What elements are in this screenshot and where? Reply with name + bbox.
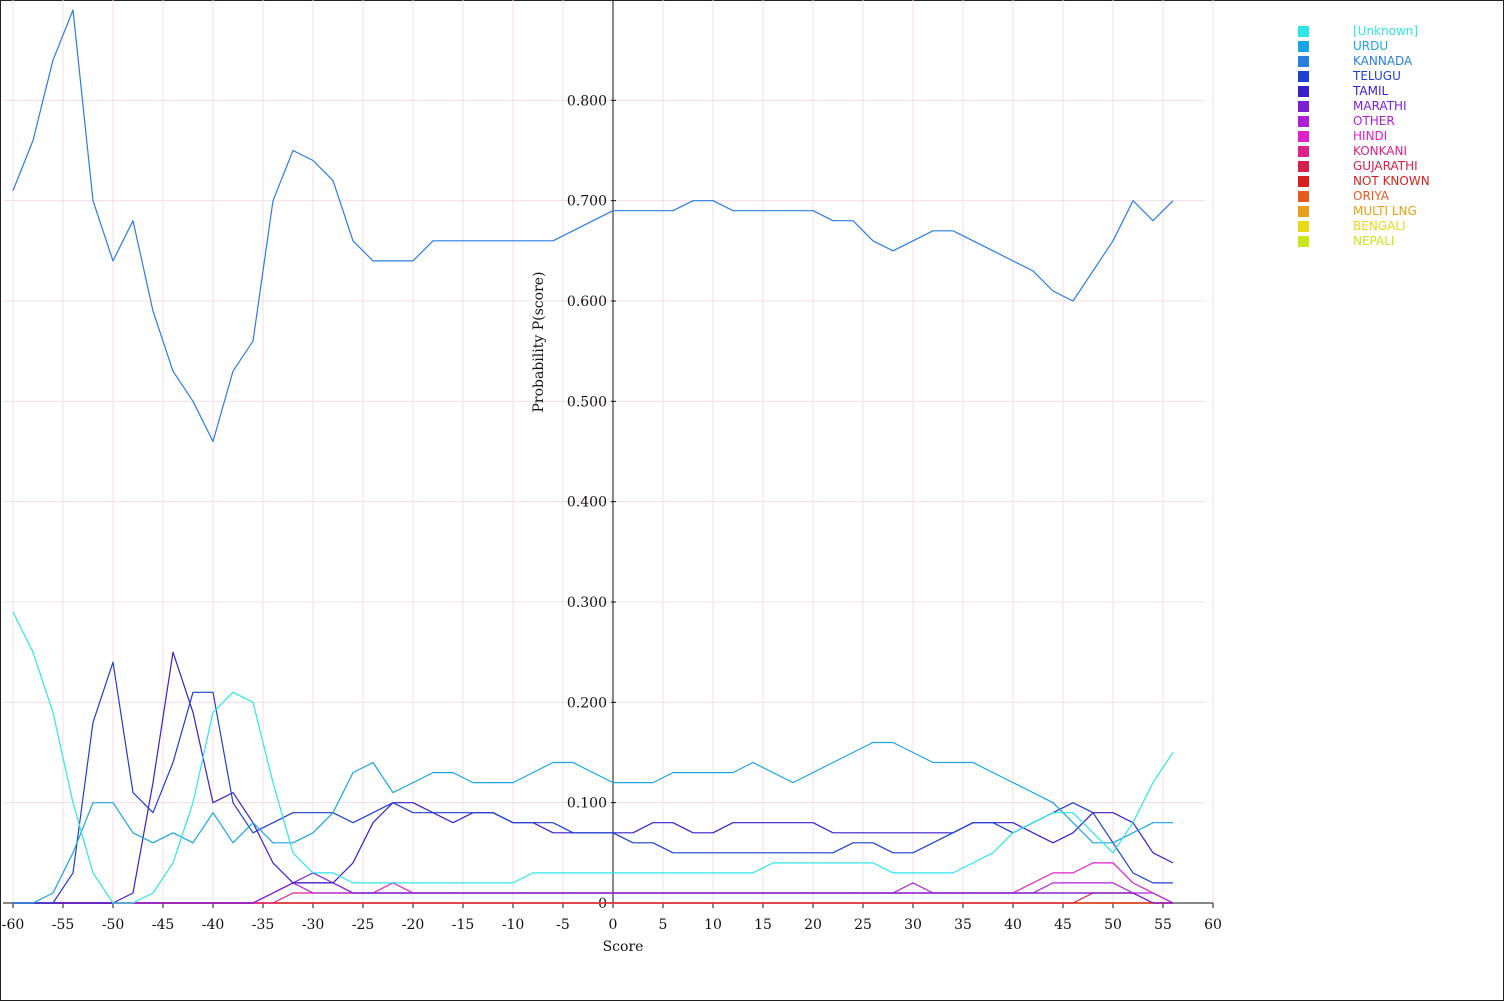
x-axis-label: Score [603,939,644,955]
series-line-tamil [13,651,1174,904]
legend-swatch-nepali [1298,236,1309,247]
y-tick-label: 0.700 [567,194,607,210]
x-tick-label: 5 [659,917,668,933]
legend-label-urdu: URDU [1353,39,1388,53]
legend-label-not-known: NOT KNOWN [1353,174,1430,188]
axes [3,0,1214,908]
x-tick-label: -55 [52,917,75,933]
legend-swatch-unknown [1298,26,1309,37]
legend-label-other: OTHER [1353,114,1395,128]
legend-label-tamil: TAMIL [1352,84,1389,98]
legend-swatch-gujarathi [1298,161,1309,172]
legend-swatch-tamil [1298,86,1309,97]
x-tick-label: -30 [302,917,325,933]
legend-swatch-kannada [1298,56,1309,67]
series-line-kannada [12,9,1174,443]
x-tick-label: 25 [854,917,872,933]
legend-swatch-oriya [1298,191,1309,202]
legend-swatch-telugu [1298,71,1309,82]
legend-swatch-konkani [1298,146,1309,157]
x-tick-label: 30 [904,917,922,933]
legend-swatch-urdu [1298,41,1309,52]
series-line-urdu [13,741,1173,904]
x-tick-label: 50 [1104,917,1122,933]
y-axis-label: Probability P(score) [531,271,547,412]
x-tick-label: 55 [1154,917,1172,933]
x-tick-label: 15 [754,917,772,933]
series-line-unknown [12,611,1174,904]
x-tick-label: -20 [402,917,425,933]
x-tick-label: 60 [1204,917,1222,933]
legend: [Unknown]URDUKANNADATELUGUTAMILMARATHIOT… [1298,24,1430,248]
legend-label-nepali: NEPALI [1353,234,1394,248]
series-line-telugu [13,661,1173,904]
legend-label-marathi: MARATHI [1353,99,1407,113]
x-tick-labels: -60 -55 -50 -45 -40 -35 -30 -25 -20 -15 -10 -5 0 5 10 1… [2,917,1222,933]
legend-swatch-not-known [1298,176,1309,187]
series-line-gujarathi [13,892,1173,904]
series-line-konkani [13,892,1173,904]
x-tick-label: -50 [102,917,125,933]
y-tick-labels: 0 0.100 0.200 0.300 0.400 0.500 0.600 0.700 0.80… [567,93,607,912]
legend-swatch-hindi [1298,131,1309,142]
x-tick-label: -5 [556,917,570,933]
legend-label-multi-lng: MULTI LNG [1353,204,1417,218]
y-tick-label: 0.500 [567,394,607,410]
x-tick-label: 45 [1054,917,1072,933]
y-tick-label: 0 [598,896,607,912]
y-tick-label: 0.300 [567,595,607,611]
legend-label-gujarathi: GUJARATHI [1353,159,1418,173]
legend-label-kannada: KANNADA [1353,54,1413,68]
y-tick-label: 0.800 [567,93,607,109]
x-tick-label: 40 [1004,917,1022,933]
legend-swatch-multi-lng [1298,206,1309,217]
y-tick-label: 0.200 [567,695,607,711]
x-tick-label: -40 [202,917,225,933]
x-tick-label: 10 [704,917,722,933]
legend-swatch-marathi [1298,101,1309,112]
series-lines [12,9,1174,904]
legend-label-hindi: HINDI [1353,129,1387,143]
legend-label-bengali: BENGALI [1353,219,1406,233]
x-tick-label: -35 [252,917,275,933]
legend-swatch-bengali [1298,221,1309,232]
x-tick-label: 0 [609,917,618,933]
legend-swatch-other [1298,116,1309,127]
y-tick-label: 0.400 [567,495,607,511]
y-tick-label: 0.100 [567,796,607,812]
x-tick-label: 35 [954,917,972,933]
x-tick-label: 20 [804,917,822,933]
series-line-hindi [13,862,1174,904]
legend-label-konkani: KONKANI [1353,144,1407,158]
x-tick-label: -15 [452,917,475,933]
x-tick-label: -60 [2,917,25,933]
legend-label-telugu: TELUGU [1352,69,1401,83]
grid [3,0,1214,903]
series-line-marathi [13,872,1173,904]
legend-label-unknown: [Unknown] [1353,24,1418,38]
x-tick-label: -45 [152,917,175,933]
x-tick-label: -25 [352,917,375,933]
x-tick-label: -10 [502,917,525,933]
legend-label-oriya: ORIYA [1353,189,1390,203]
y-tick-label: 0.600 [567,294,607,310]
